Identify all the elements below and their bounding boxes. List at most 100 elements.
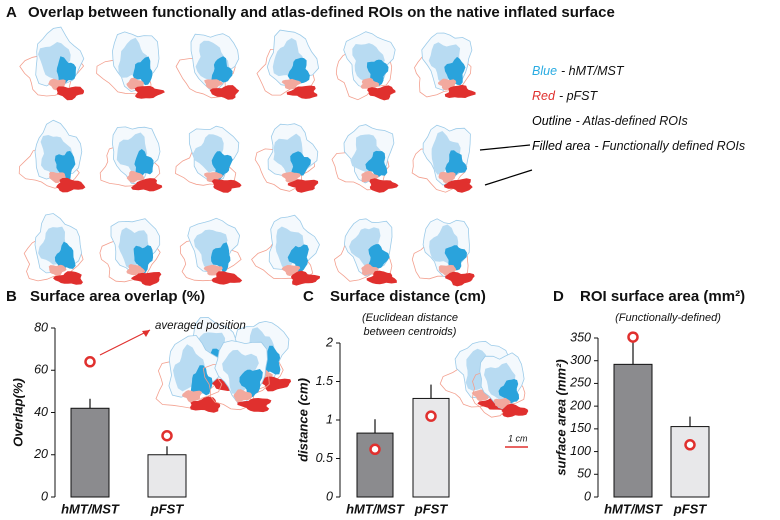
roi-fill — [130, 272, 162, 286]
chart-title: Surface area overlap (%) — [30, 288, 205, 305]
y-tick-label: 0 — [41, 489, 48, 503]
x-tick-label: pFST — [414, 501, 449, 516]
chart-subtitle: (Euclidean distance — [362, 312, 458, 324]
legend-label: - Functionally defined ROIs — [594, 139, 745, 153]
roi-fill — [360, 77, 380, 89]
roi-fill — [369, 178, 399, 193]
roi-fill — [126, 264, 146, 276]
roi-fill — [498, 379, 520, 404]
panel-letter: C — [303, 288, 314, 305]
roi-fill — [281, 172, 301, 183]
roi-fill — [49, 171, 66, 184]
x-tick-label: hMT/MST — [604, 501, 663, 516]
y-tick-label: 2 — [325, 335, 333, 349]
annotation: averaged position — [155, 320, 246, 332]
roi-fill — [211, 242, 231, 273]
roi-fill — [367, 85, 396, 101]
roi-fill — [204, 172, 223, 183]
roi-fill — [56, 177, 86, 193]
chart-title: Surface distance (cm) — [330, 288, 486, 305]
roi-fill — [501, 403, 529, 418]
arrow — [99, 329, 151, 356]
roi-fill — [54, 241, 76, 270]
bar — [147, 454, 187, 498]
legend-entry: Filled area - Functionally defined ROIs — [532, 139, 745, 153]
roi-fill — [291, 270, 320, 286]
panel-letter: B — [6, 288, 17, 305]
roi-fill — [239, 369, 263, 398]
y-tick-label: 1.5 — [316, 374, 333, 388]
roi-fill — [366, 270, 397, 285]
marker — [369, 443, 381, 456]
marker — [684, 439, 696, 451]
marker — [627, 331, 639, 343]
roi-fill — [126, 170, 145, 183]
inset — [155, 335, 529, 418]
y-tick-label: 200 — [569, 398, 591, 412]
roi-fill — [211, 271, 243, 285]
x-tick-label: pFST — [150, 501, 185, 516]
panel-title: Overlap between functionally and atlas-d… — [28, 4, 615, 21]
y-tick-label: 100 — [570, 444, 591, 458]
y-tick-label: 350 — [570, 330, 591, 344]
legend-entry: Outline - Atlas-defined ROIs — [532, 114, 688, 128]
roi-fill — [134, 85, 165, 99]
x-tick-label: hMT/MST — [61, 501, 120, 516]
x-tick-label: hMT/MST — [346, 501, 405, 516]
y-tick-label: 0 — [326, 489, 333, 503]
y-tick-label: 250 — [569, 376, 591, 390]
roi-fill — [445, 150, 468, 177]
chart-subtitle: (Functionally-defined) — [615, 312, 721, 324]
y-tick-label: 1 — [326, 412, 333, 426]
panel-letter: D — [553, 288, 564, 305]
chart-title: ROI surface area (mm²) — [580, 288, 745, 305]
roi-fill — [287, 57, 310, 84]
roi-fill — [190, 365, 213, 396]
legend-word: Filled area — [532, 139, 590, 153]
marker — [425, 410, 437, 422]
roi-fill — [209, 85, 240, 100]
roi-fill — [56, 86, 84, 101]
roi-fill — [444, 245, 467, 271]
y-tick-label: 150 — [570, 421, 591, 435]
roi-fill — [365, 150, 388, 177]
legend-entry: Blue - hMT/MST — [532, 64, 625, 78]
roi-fill — [444, 84, 476, 98]
y-axis-label: Overlap(%) — [10, 378, 25, 447]
legend-label: - hMT/MST — [561, 64, 625, 78]
roi-grid — [18, 26, 510, 410]
roi-fill — [233, 389, 252, 403]
roi-fill — [438, 264, 457, 277]
roi-fill — [54, 150, 76, 181]
annotation: 1 cm — [508, 433, 528, 443]
y-tick-label: 20 — [33, 447, 48, 461]
roi-fill — [132, 56, 153, 86]
roi-fill — [211, 56, 233, 83]
roi-fill — [204, 79, 223, 91]
y-tick-label: 300 — [570, 353, 591, 367]
roi-fill — [190, 396, 221, 413]
roi-fill — [444, 56, 466, 86]
y-tick-label: 50 — [577, 467, 591, 481]
roi-fill — [286, 85, 318, 99]
roi-fill — [53, 271, 83, 285]
bar — [670, 426, 710, 498]
roi-fill — [40, 135, 73, 175]
roi-fill — [237, 398, 272, 413]
roi-fill — [281, 78, 302, 90]
roi-fill — [56, 56, 77, 86]
chart-subtitle: between centroids) — [364, 326, 457, 338]
marker — [161, 429, 173, 442]
roi-fill — [445, 271, 475, 287]
bar — [613, 363, 653, 498]
y-tick-label: 60 — [34, 363, 48, 377]
pointer-line — [484, 169, 533, 186]
roi-fill — [211, 179, 242, 193]
roi-fill — [126, 77, 144, 90]
roi-fill — [133, 245, 154, 274]
y-tick-label: 80 — [34, 320, 48, 334]
bar — [70, 407, 110, 498]
legend-entry: Red - pFST — [532, 89, 598, 103]
legend-label: - Atlas-defined ROIs — [576, 114, 688, 128]
